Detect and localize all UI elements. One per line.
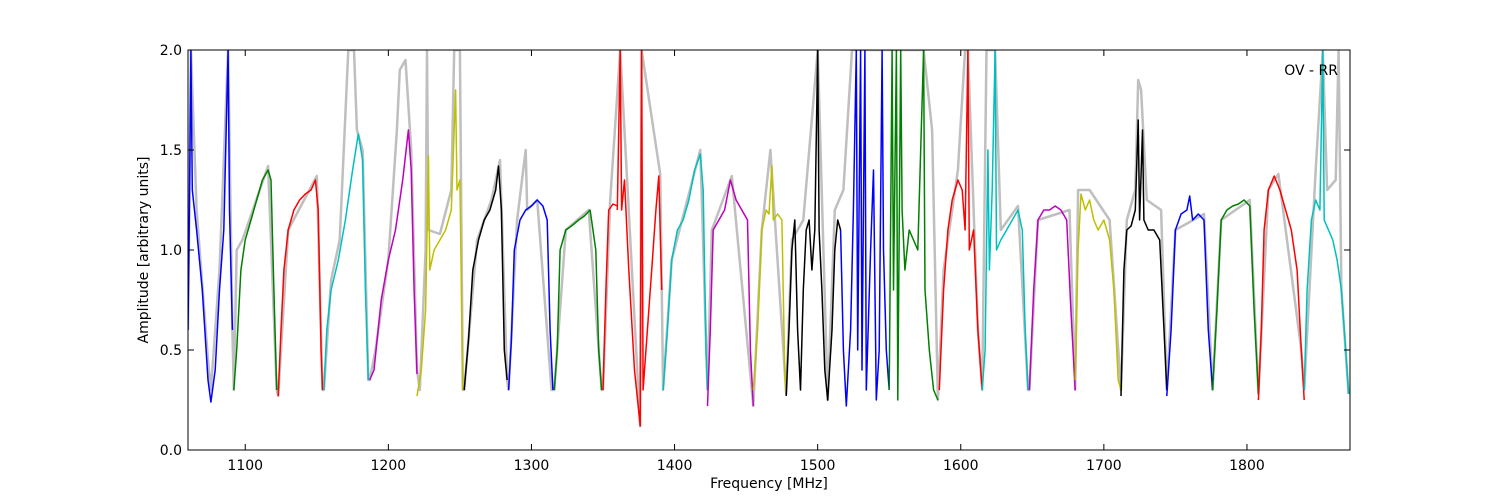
- subband-line-24: [1211, 199, 1260, 395]
- y-tick-label: 1.5: [160, 143, 182, 159]
- subband-line-14: [752, 165, 787, 395]
- subband-line-17: [888, 50, 939, 401]
- y-axis-label: Amplitude [arbitrary units]: [136, 157, 152, 344]
- subband-line-8: [507, 199, 554, 391]
- y-tick-label: 0.0: [160, 443, 182, 459]
- x-axis-label: Frequency [MHz]: [710, 476, 828, 492]
- x-tick-label: 1700: [1086, 458, 1122, 474]
- subband-line-5: [369, 129, 418, 381]
- x-tick-label: 1500: [800, 458, 836, 474]
- subband-series-layer: [188, 50, 1350, 427]
- subband-line-12: [662, 153, 709, 391]
- subband-line-13: [706, 179, 755, 407]
- chart-annotation: OV - RR: [1284, 63, 1338, 79]
- subband-line-9: [553, 209, 603, 391]
- x-tick-label: 1100: [227, 458, 263, 474]
- subband-line-15: [785, 50, 842, 401]
- x-tick-label: 1800: [1229, 458, 1265, 474]
- subband-line-18: [938, 50, 983, 391]
- subband-line-25: [1257, 175, 1305, 401]
- subband-line-6: [416, 89, 464, 397]
- subband-line-7: [463, 165, 508, 391]
- x-tick-label: 1400: [657, 458, 693, 474]
- y-tick-label: 1.0: [160, 243, 182, 259]
- y-tick-label: 0.5: [160, 343, 182, 359]
- x-tick-label: 1300: [514, 458, 550, 474]
- plot-area: [188, 50, 1350, 428]
- subband-line-16: [839, 50, 890, 407]
- subband-line-20: [1028, 205, 1076, 391]
- subband-line-4: [323, 133, 370, 391]
- subband-line-1: [188, 50, 234, 403]
- x-tick-label: 1200: [371, 458, 407, 474]
- subband-line-22: [1120, 119, 1168, 397]
- subband-line-21: [1074, 193, 1122, 391]
- subband-line-23: [1166, 195, 1214, 397]
- subband-line-26: [1303, 50, 1350, 395]
- subband-line-3: [277, 179, 324, 397]
- subband-line-10: [602, 203, 618, 391]
- x-axis-ticks: 1100 1200 1300 1400 1500 1600 1700 1800: [227, 50, 1265, 474]
- subband-line-2: [233, 169, 278, 391]
- y-tick-label: 2.0: [160, 43, 182, 59]
- x-tick-label: 1600: [943, 458, 979, 474]
- subband-line-11: [616, 50, 663, 427]
- subband-line-19: [981, 50, 1029, 391]
- y-axis-ticks: 0.0 0.5 1.0 1.5 2.0: [160, 43, 1350, 459]
